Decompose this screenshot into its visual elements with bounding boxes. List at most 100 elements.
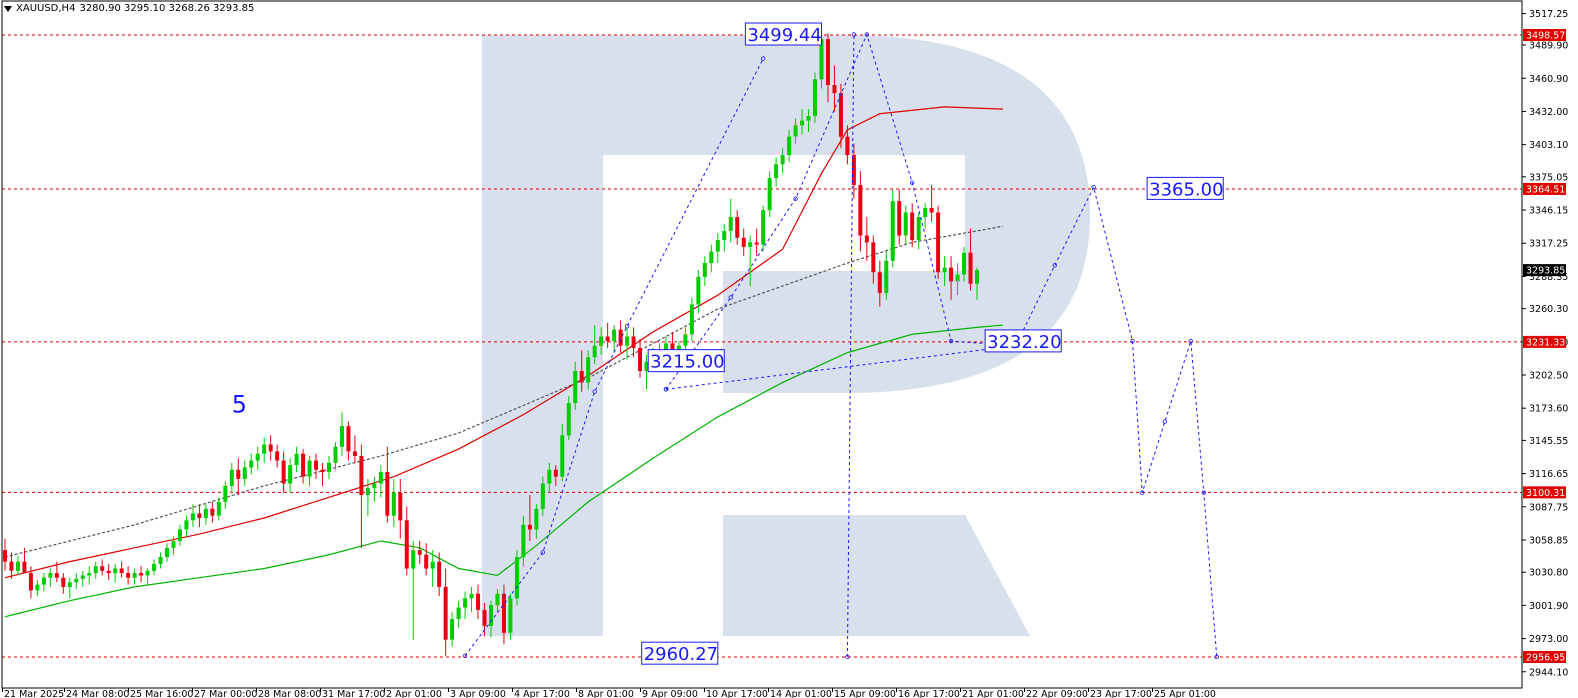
price-tag — [1523, 29, 1566, 41]
x-tick-label: 24 Mar 08:00 — [66, 689, 129, 698]
candle-body — [35, 584, 40, 591]
candle-body — [255, 453, 260, 461]
candle-body — [294, 453, 299, 466]
candle — [780, 148, 785, 174]
annotations: 3499.44 3365.00 3215.00 3232.20 2960.27 5 — [232, 22, 1224, 665]
candle — [540, 476, 545, 516]
candle-body — [333, 446, 338, 463]
candle — [722, 223, 727, 252]
candle — [288, 458, 293, 493]
candle — [929, 184, 934, 222]
candle-body — [689, 304, 694, 335]
candle-body — [398, 492, 403, 521]
candle — [171, 536, 176, 555]
forecast-node — [793, 196, 798, 201]
candle — [184, 515, 189, 537]
candle-body — [975, 270, 979, 284]
candle — [443, 568, 448, 656]
candle-body — [184, 520, 189, 530]
candle — [890, 189, 895, 268]
candle-body — [864, 235, 869, 243]
candle-body — [910, 212, 915, 241]
candle — [806, 109, 811, 133]
candle-body — [819, 39, 824, 80]
candle — [851, 143, 856, 199]
candle-body — [696, 276, 701, 305]
x-tick-label: 28 Mar 08:00 — [258, 689, 321, 698]
candle-body — [236, 469, 241, 479]
candle-body — [365, 488, 370, 496]
candle-body — [838, 93, 843, 137]
y-tick-label: 3058.85 — [1529, 535, 1568, 546]
price-tag-label: 3293.85 — [1526, 266, 1565, 277]
x-tick-label: 23 Apr 17:00 — [1090, 689, 1152, 698]
candle-body — [93, 566, 98, 574]
candle — [560, 423, 565, 482]
annotation-box — [1146, 176, 1224, 200]
forecast-node — [624, 324, 630, 329]
candle-body — [923, 207, 928, 218]
candle — [67, 577, 72, 599]
candle — [126, 566, 131, 585]
candle-body — [67, 582, 72, 587]
annotation-label: 3365.00 — [1149, 179, 1223, 200]
candle-body — [573, 370, 578, 404]
forecast-node — [462, 653, 468, 658]
candle-body — [527, 524, 532, 530]
candle — [430, 550, 435, 587]
candle — [236, 458, 241, 496]
candle-body — [145, 570, 150, 576]
candle — [813, 72, 817, 123]
candle-body — [540, 483, 545, 509]
candle — [404, 506, 409, 576]
ma-green-line — [4, 324, 1003, 618]
candle-body — [242, 467, 247, 479]
candle-body — [87, 573, 92, 576]
candle-body — [949, 267, 954, 282]
candle — [728, 198, 733, 243]
candle — [100, 559, 105, 576]
candle — [314, 453, 319, 479]
candle — [333, 442, 338, 470]
candle-body — [560, 435, 565, 477]
price-tag — [1523, 182, 1566, 195]
forecast-path — [665, 345, 1016, 390]
candle — [832, 65, 837, 112]
x-tick-label: 10 Apr 17:00 — [706, 689, 768, 698]
candle — [339, 412, 344, 456]
candle — [910, 203, 915, 247]
candle — [294, 446, 299, 473]
candle — [9, 552, 14, 579]
candle-body — [417, 550, 422, 555]
candle-body — [450, 619, 455, 640]
candle — [61, 573, 66, 594]
candle — [307, 455, 312, 486]
forecast-node — [663, 387, 669, 392]
candle-body — [100, 566, 105, 571]
candle — [547, 462, 552, 493]
candle — [132, 568, 137, 585]
candle-body — [780, 155, 785, 165]
candle — [15, 555, 20, 576]
candle — [365, 478, 370, 516]
candle — [897, 189, 902, 245]
candle-body — [314, 460, 319, 470]
candle-body — [748, 242, 753, 247]
x-tick-label: 22 Apr 09:00 — [1026, 689, 1088, 698]
candle — [80, 570, 85, 587]
candle-body — [139, 573, 144, 576]
candle-body — [3, 550, 7, 562]
candle — [463, 591, 468, 620]
candle-body — [378, 472, 383, 484]
forecast-node — [728, 295, 733, 300]
price-tag-label: 3498.57 — [1526, 31, 1565, 42]
candle-body — [177, 529, 182, 541]
candle-body — [715, 240, 720, 252]
candle — [800, 109, 805, 135]
candle-body — [767, 178, 772, 211]
candle-body — [9, 561, 14, 571]
y-tick-label: 3460.90 — [1529, 74, 1568, 85]
candle-body — [443, 586, 448, 640]
candle-body — [618, 329, 623, 346]
